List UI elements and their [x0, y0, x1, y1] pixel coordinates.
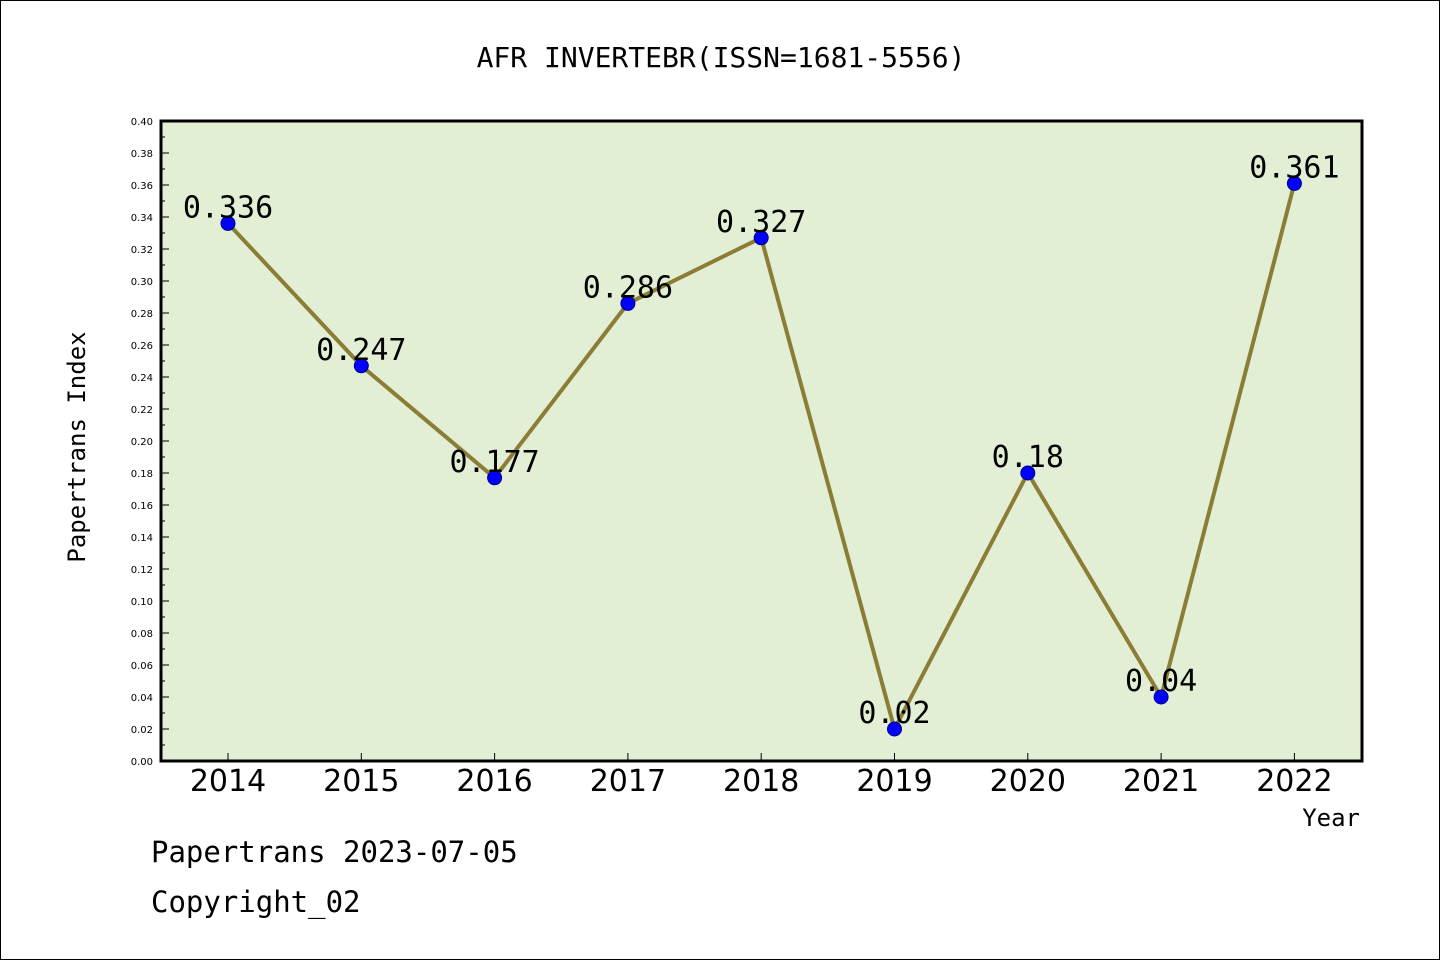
x-tick-label: 2015: [323, 764, 399, 799]
x-tick-label: 2014: [190, 764, 266, 799]
data-point: [1153, 689, 1169, 705]
data-point: [620, 295, 636, 311]
data-label: 0.02: [858, 696, 930, 731]
data-label: 0.04: [1125, 664, 1197, 699]
x-axis: 2014 2015 2016 2017 2018 2019 2020 2021 2022: [190, 753, 1333, 799]
y-tick-label: 0.16: [131, 501, 153, 512]
y-tick-label: 0.10: [131, 597, 153, 608]
y-tick-label: 0.18: [131, 469, 153, 480]
y-tick-label: 0.02: [131, 725, 153, 736]
footer-copyright-line: Copyright_02: [151, 885, 361, 919]
data-point: [1020, 465, 1036, 481]
x-tick-label: 2019: [856, 764, 932, 799]
data-point: [353, 358, 369, 374]
data-label: 0.18: [992, 440, 1064, 475]
x-tick-label: 2021: [1123, 764, 1199, 799]
data-label: 0.177: [449, 445, 539, 480]
footer-date-line: Papertrans 2023-07-05: [151, 835, 518, 869]
y-tick-label: 0.30: [131, 277, 153, 288]
y-tick-label: 0.32: [131, 245, 153, 256]
x-tick-label: 2016: [456, 764, 532, 799]
y-tick-label: 0.34: [131, 213, 153, 224]
y-tick-label: 0.28: [131, 309, 153, 320]
y-tick-label: 0.06: [131, 661, 153, 672]
data-label: 0.327: [716, 205, 806, 240]
data-label-layer: 0.336 0.247 0.177 0.286 0.327 0.02 0.18 0.04 0.3…: [183, 150, 1340, 731]
data-label: 0.361: [1249, 150, 1339, 185]
data-point: [220, 215, 236, 231]
y-tick-label: 0.12: [131, 565, 153, 576]
series-layer: [220, 175, 1302, 737]
y-tick-label: 0.26: [131, 341, 153, 352]
data-label: 0.286: [583, 270, 673, 305]
x-axis-label: Year: [1302, 804, 1360, 832]
data-point: [487, 470, 503, 486]
x-tick-label: 2018: [723, 764, 799, 799]
y-tick-label: 0.36: [131, 181, 153, 192]
y-tick-label: 0.22: [131, 405, 153, 416]
y-axis-label: Papertrans Index: [63, 331, 91, 562]
data-point: [753, 230, 769, 246]
chart-title: AFR INVERTEBR(ISSN=1681-5556): [477, 41, 966, 74]
y-tick-label: 0.24: [131, 373, 153, 384]
y-tick-label: 0.08: [131, 629, 153, 640]
x-tick-label: 2020: [990, 764, 1066, 799]
y-tick-label: 0.14: [131, 533, 153, 544]
y-tick-label: 0.40: [131, 117, 153, 128]
data-label: 0.247: [316, 333, 406, 368]
y-tick-label: 0.38: [131, 149, 153, 160]
x-tick-label: 2022: [1256, 764, 1332, 799]
data-point: [887, 721, 902, 737]
data-point: [1286, 175, 1302, 191]
y-tick-label: 0.04: [131, 693, 153, 704]
plot-area: [159, 119, 1364, 763]
y-tick-label: 0.20: [131, 437, 153, 448]
x-tick-label: 2017: [590, 764, 666, 799]
y-axis: 0.00 0.02 0.04 0.06 0.08 0.10 0.12 0.14 0.16 0.18…: [131, 117, 169, 768]
data-label: 0.336: [183, 190, 273, 225]
y-tick-label: 0.00: [131, 757, 153, 768]
